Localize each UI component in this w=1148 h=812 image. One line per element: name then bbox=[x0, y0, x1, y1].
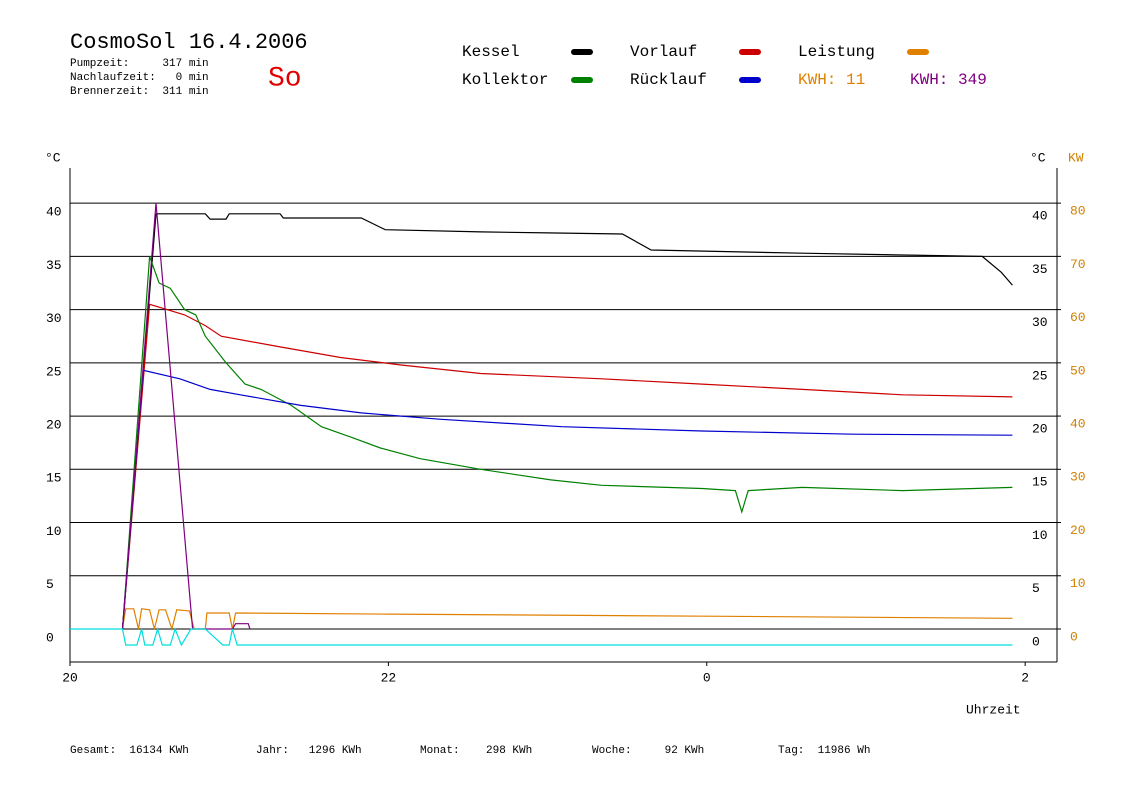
y2-tick-label: 30 bbox=[1032, 315, 1048, 330]
y2-axis-label: °C bbox=[1030, 150, 1046, 165]
legend-label: Kollektor bbox=[462, 71, 548, 89]
y-tick-label: 0 bbox=[46, 630, 54, 645]
y2-tick-label: 5 bbox=[1032, 581, 1040, 596]
y-tick-label: 15 bbox=[46, 471, 62, 486]
y-tick-label: 10 bbox=[46, 524, 62, 539]
series-line bbox=[121, 608, 1013, 632]
y2-tick-label: 25 bbox=[1032, 368, 1048, 383]
y2-axis-label: KW bbox=[1068, 150, 1084, 165]
legend-note: KWH: 349 bbox=[910, 71, 987, 89]
y2-tick-label: 50 bbox=[1070, 363, 1086, 378]
footer-item: Jahr: 1296 KWh bbox=[256, 745, 362, 757]
x-tick-label: 22 bbox=[381, 670, 397, 685]
y2-tick-label: 35 bbox=[1032, 262, 1048, 277]
y-axis-label: °C bbox=[45, 150, 61, 165]
legend-label: Leistung bbox=[798, 43, 875, 61]
y-tick-label: 20 bbox=[46, 418, 62, 433]
chart-title: CosmoSol 16.4.2006 bbox=[70, 30, 308, 55]
y2-tick-label: 0 bbox=[1070, 629, 1078, 644]
legend-note: KWH: 11 bbox=[798, 71, 865, 89]
series-line bbox=[121, 256, 1013, 630]
info-line: Nachlaufzeit: 0 min bbox=[70, 72, 209, 84]
y-tick-label: 25 bbox=[46, 364, 62, 379]
footer-item: Monat: 298 KWh bbox=[420, 745, 532, 757]
legend-label: Kessel bbox=[462, 43, 520, 61]
day-label: So bbox=[268, 63, 302, 94]
series-line bbox=[70, 626, 1013, 647]
y2-tick-label: 20 bbox=[1032, 422, 1048, 437]
y2-tick-label: 40 bbox=[1070, 417, 1086, 432]
series-line bbox=[121, 303, 1013, 630]
x-axis-label: Uhrzeit bbox=[966, 702, 1021, 717]
series-line bbox=[121, 369, 1013, 630]
y2-tick-label: 15 bbox=[1032, 475, 1048, 490]
y-tick-label: 35 bbox=[46, 258, 62, 273]
series-line bbox=[121, 213, 1013, 630]
y2-tick-label: 70 bbox=[1070, 257, 1086, 272]
info-line: Brennerzeit: 311 min bbox=[70, 86, 209, 98]
y2-tick-label: 40 bbox=[1032, 209, 1048, 224]
legend-label: Rücklauf bbox=[630, 71, 707, 89]
legend-label: Vorlauf bbox=[630, 43, 697, 61]
y-tick-label: 5 bbox=[46, 577, 54, 592]
footer-item: Tag: 11986 Wh bbox=[778, 745, 870, 757]
y2-tick-label: 10 bbox=[1070, 576, 1086, 591]
footer-item: Gesamt: 16134 KWh bbox=[70, 745, 189, 757]
y2-tick-label: 30 bbox=[1070, 470, 1086, 485]
y2-tick-label: 80 bbox=[1070, 204, 1086, 219]
y2-tick-label: 0 bbox=[1032, 634, 1040, 649]
y2-tick-label: 10 bbox=[1032, 528, 1048, 543]
y2-tick-label: 20 bbox=[1070, 523, 1086, 538]
x-tick-label: 2 bbox=[1021, 670, 1029, 685]
x-tick-label: 20 bbox=[62, 670, 78, 685]
y-tick-label: 30 bbox=[46, 311, 62, 326]
info-line: Pumpzeit: 317 min bbox=[70, 58, 209, 70]
y-tick-label: 40 bbox=[46, 205, 62, 220]
y2-tick-label: 60 bbox=[1070, 310, 1086, 325]
footer-item: Woche: 92 KWh bbox=[592, 745, 704, 757]
x-tick-label: 0 bbox=[703, 670, 711, 685]
